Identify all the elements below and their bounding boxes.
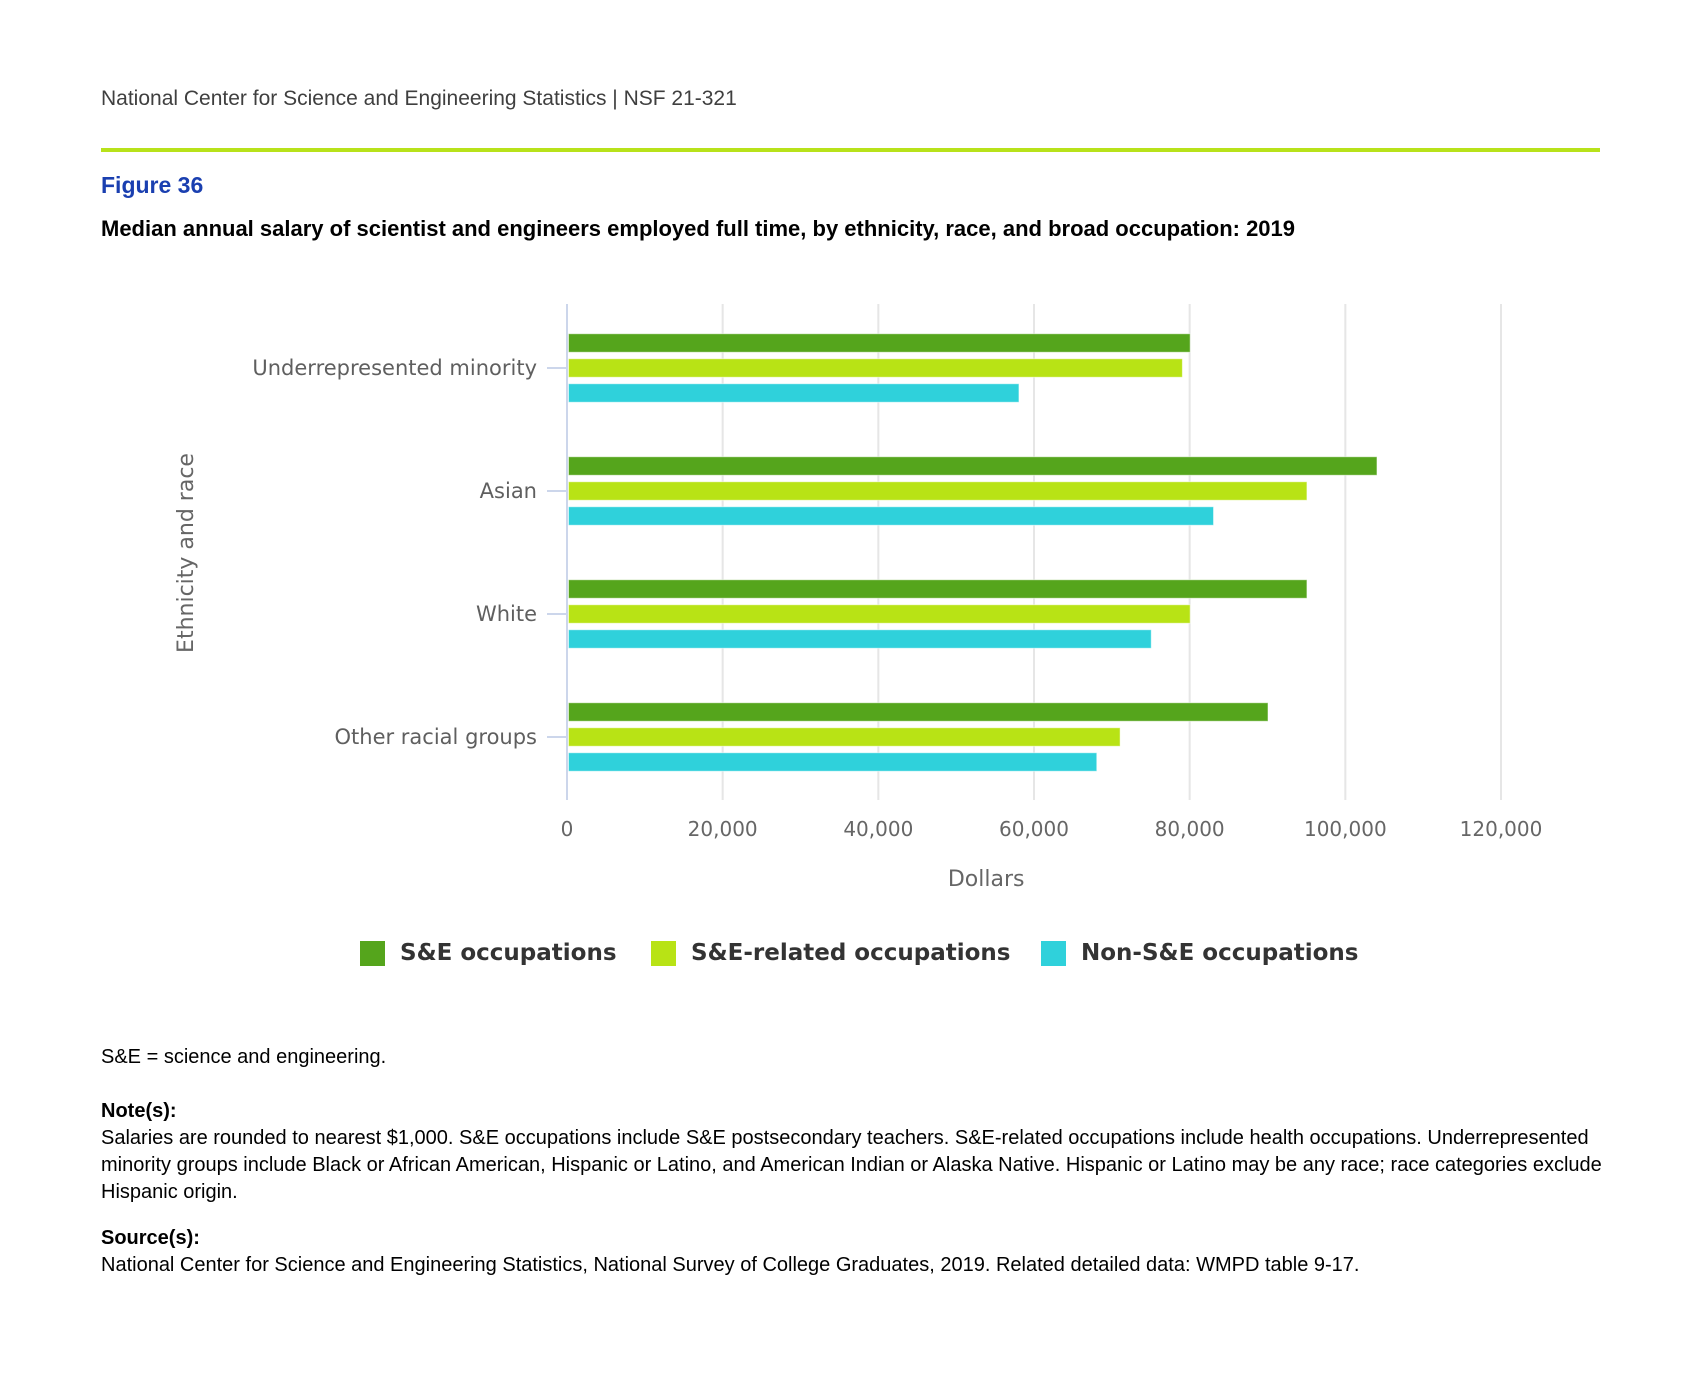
- x-tick-label: 120,000: [1460, 817, 1543, 841]
- category-label: White: [476, 602, 537, 626]
- category-label: Asian: [480, 479, 537, 503]
- y-axis: Underrepresented minority Asian White Other…: [252, 304, 568, 800]
- legend-item[interactable]: S&E-related occupations: [651, 940, 1010, 966]
- bar: [568, 358, 1183, 378]
- chart-legend: S&E occupations S&E-related occupations No…: [0, 940, 1700, 980]
- bar: [568, 702, 1269, 722]
- report-header: National Center for Science and Engineer…: [101, 87, 737, 110]
- legend-item[interactable]: S&E occupations: [360, 940, 617, 966]
- bar: [568, 752, 1098, 772]
- x-tick-label: 80,000: [1155, 817, 1225, 841]
- x-tick-label: 0: [561, 817, 574, 841]
- legend-label: S&E occupations: [400, 940, 617, 966]
- x-tick-label: 20,000: [688, 817, 758, 841]
- legend-item[interactable]: Non-S&E occupations: [1041, 940, 1358, 966]
- x-tick-label: 60,000: [999, 817, 1069, 841]
- legend-swatch: [360, 940, 385, 966]
- category-label: Other racial groups: [335, 725, 538, 749]
- bar: [568, 383, 1020, 403]
- bar: [568, 333, 1191, 353]
- header-divider: [101, 148, 1600, 152]
- source-heading: Source(s):: [101, 1227, 200, 1249]
- bar-chart: Underrepresented minority Asian White Other…: [174, 304, 1543, 892]
- bar: [568, 506, 1215, 526]
- gridlines: [721, 304, 1502, 800]
- x-axis-title: Dollars: [948, 867, 1025, 892]
- x-tick-label: 100,000: [1304, 817, 1387, 841]
- legend-swatch: [651, 940, 676, 966]
- source-text: National Center for Science and Engineer…: [101, 1254, 1360, 1276]
- y-axis-title: Ethnicity and race: [174, 453, 199, 653]
- x-axis-ticks: 0 20,000 40,000 60,000 80,000 100,000 120,000: [561, 817, 1543, 841]
- notes-text: Salaries are rounded to nearest $1,000. …: [101, 1127, 1602, 1203]
- figure-number: Figure 36: [101, 172, 204, 198]
- legend-swatch: [1041, 940, 1066, 966]
- bar: [568, 456, 1378, 476]
- abbreviation-note: S&E = science and engineering.: [101, 1046, 387, 1068]
- bar: [568, 604, 1191, 624]
- bars: [568, 333, 1378, 772]
- bar: [568, 629, 1152, 649]
- bar: [568, 481, 1308, 501]
- notes-heading: Note(s):: [101, 1100, 177, 1122]
- x-tick-label: 40,000: [843, 817, 913, 841]
- figure-title: Median annual salary of scientist and en…: [101, 216, 1296, 241]
- category-label: Underrepresented minority: [252, 356, 537, 380]
- legend-label: S&E-related occupations: [691, 940, 1011, 966]
- bar: [568, 727, 1121, 747]
- bar: [568, 579, 1308, 599]
- legend-label: Non-S&E occupations: [1081, 940, 1359, 966]
